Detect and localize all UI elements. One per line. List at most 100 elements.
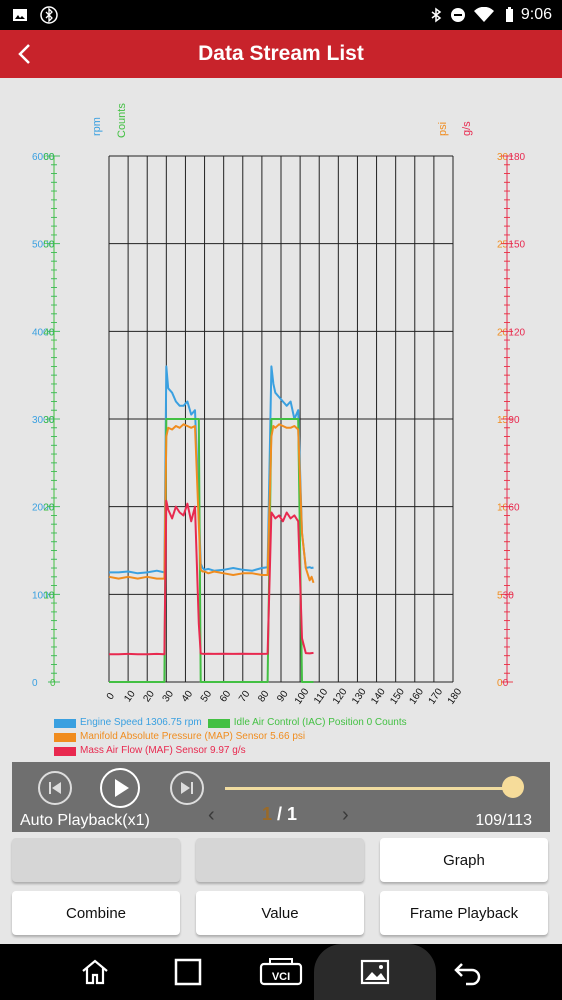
- nav-active-pill: [314, 944, 436, 1000]
- graph-button[interactable]: Graph: [380, 838, 548, 882]
- x-tick-label: 40: [180, 688, 196, 704]
- y-tick-label-rpm: 2000: [32, 503, 55, 514]
- screenshot-icon[interactable]: [359, 956, 391, 988]
- y-tick-label-psi: 15: [497, 415, 509, 426]
- vci-icon[interactable]: VCI: [258, 956, 304, 988]
- y-tick-label-g-s: 90: [508, 415, 520, 426]
- page-prev-icon[interactable]: ‹: [208, 804, 215, 826]
- empty-button-2[interactable]: [196, 838, 364, 882]
- x-tick-label: 20: [141, 688, 157, 704]
- x-tick-label: 60: [218, 688, 234, 704]
- next-button[interactable]: [170, 771, 204, 805]
- y-tick-label-psi: 0: [497, 678, 503, 689]
- page-total: 1: [287, 804, 298, 824]
- image-icon: [13, 9, 27, 21]
- y-tick-label-psi: 30: [497, 152, 509, 163]
- y-tick-label-g-s: 60: [508, 503, 520, 514]
- page-indicator: 1 / 1: [262, 804, 297, 825]
- back-icon[interactable]: [452, 956, 484, 988]
- chart-legend: Engine Speed 1306.75 rpm Idle Air Contro…: [54, 716, 407, 758]
- y-axis-unit-psi: psi: [437, 122, 449, 136]
- page-current: 1: [262, 804, 273, 824]
- legend-swatch-engine-speed: [54, 718, 76, 728]
- x-tick-label: 150: [388, 686, 407, 706]
- x-tick-label: 10: [122, 688, 138, 704]
- legend-swatch-maf: [54, 746, 76, 756]
- y-tick-label-rpm: 1000: [32, 590, 55, 601]
- y-tick-label-g-s: 150: [508, 240, 525, 251]
- y-axis-unit-rpm: rpm: [91, 117, 103, 136]
- back-arrow-icon[interactable]: [14, 42, 38, 66]
- y-tick-label-rpm: 4000: [32, 327, 55, 338]
- previous-button[interactable]: [38, 771, 72, 805]
- status-bar: 9:06: [0, 0, 562, 30]
- x-tick-label: 180: [446, 686, 465, 706]
- y-tick-label-rpm: 3000: [32, 415, 55, 426]
- page-title: Data Stream List: [198, 42, 364, 65]
- bottom-nav: VCI: [0, 944, 562, 1000]
- legend-swatch-iac: [207, 718, 230, 728]
- frame-playback-button[interactable]: Frame Playback: [380, 891, 548, 935]
- x-tick-label: 110: [312, 687, 330, 707]
- vci-text: VCI: [272, 971, 290, 983]
- x-tick-label: 0: [105, 691, 117, 702]
- y-tick-label-psi: 25: [497, 240, 509, 251]
- legend-label-iac: Idle Air Control (IAC) Position 0 Counts: [233, 717, 407, 728]
- y-tick-label-psi: 5: [497, 590, 503, 601]
- y-tick-label-g-s: 120: [508, 327, 525, 338]
- bluetooth-icon: [431, 7, 442, 23]
- clock: 9:06: [520, 6, 552, 23]
- legend-label-engine-speed: Engine Speed 1306.75 rpm: [80, 717, 202, 728]
- y-tick-label-Counts: 60: [43, 152, 55, 163]
- legend-swatch-map: [54, 732, 76, 742]
- recent-apps-icon[interactable]: [172, 956, 204, 988]
- x-tick-label: 30: [161, 688, 177, 704]
- battery-icon: [506, 7, 513, 22]
- x-tick-label: 70: [237, 688, 253, 704]
- y-tick-label-g-s: 30: [503, 590, 515, 601]
- y-tick-label-Counts: 40: [43, 327, 55, 338]
- value-button[interactable]: Value: [196, 891, 364, 935]
- page-next-icon[interactable]: ›: [342, 804, 349, 826]
- y-tick-label-g-s: 180: [508, 152, 525, 163]
- skip-next-icon: [181, 782, 193, 794]
- legend-label-map: Manifold Absolute Pressure (MAP) Sensor …: [80, 731, 306, 742]
- auto-playback-label: Auto Playback(x1): [20, 812, 150, 829]
- legend-label-maf: Mass Air Flow (MAF) Sensor 9.97 g/s: [80, 745, 246, 756]
- series-line-g-s: [109, 499, 314, 656]
- x-tick-label: 50: [199, 688, 215, 704]
- combine-button[interactable]: Combine: [12, 891, 180, 935]
- playback-slider-knob[interactable]: [501, 776, 524, 798]
- series-line-psi: [108, 423, 315, 584]
- x-tick-label: 100: [293, 686, 312, 706]
- x-tick-label: 90: [275, 688, 291, 704]
- y-tick-label-Counts: 20: [43, 503, 55, 514]
- x-tick-label: 170: [427, 686, 446, 706]
- frame-count: 109/113: [475, 812, 532, 829]
- y-tick-label-Counts: 10: [43, 590, 55, 601]
- page-separator: /: [272, 804, 288, 824]
- playback-panel: Auto Playback(x1) ‹ 1 / 1 › 109/113: [12, 762, 550, 832]
- y-tick-label-rpm: 0: [32, 678, 38, 689]
- play-icon: [115, 779, 129, 797]
- y-axis-unit-Counts: Counts: [116, 103, 128, 138]
- y-tick-label-psi: 10: [497, 503, 509, 514]
- x-tick-label: 120: [331, 686, 350, 706]
- y-tick-label-Counts: 50: [43, 240, 55, 251]
- y-tick-label-Counts: 0: [50, 678, 56, 689]
- data-stream-chart: 0 10 20 30 40 50 60 70 80 90 100 110 120 130 140 150 160…: [32, 103, 526, 707]
- home-icon[interactable]: [79, 956, 111, 988]
- series-line-rpm: [109, 365, 314, 575]
- y-axis-unit-g-s: g/s: [461, 121, 473, 136]
- y-tick-label-rpm: 6000: [32, 152, 55, 163]
- wifi-icon: [474, 7, 494, 22]
- x-tick-label: 160: [407, 686, 426, 706]
- x-tick-label: 140: [369, 686, 388, 706]
- do-not-disturb-icon: [451, 8, 465, 22]
- x-tick-label: 80: [256, 688, 272, 704]
- playback-slider-track[interactable]: [225, 787, 523, 790]
- y-tick-label-g-s: 0: [503, 678, 509, 689]
- empty-button-1[interactable]: [12, 838, 180, 882]
- app-bar: Data Stream List: [0, 30, 562, 78]
- play-button[interactable]: [100, 768, 140, 808]
